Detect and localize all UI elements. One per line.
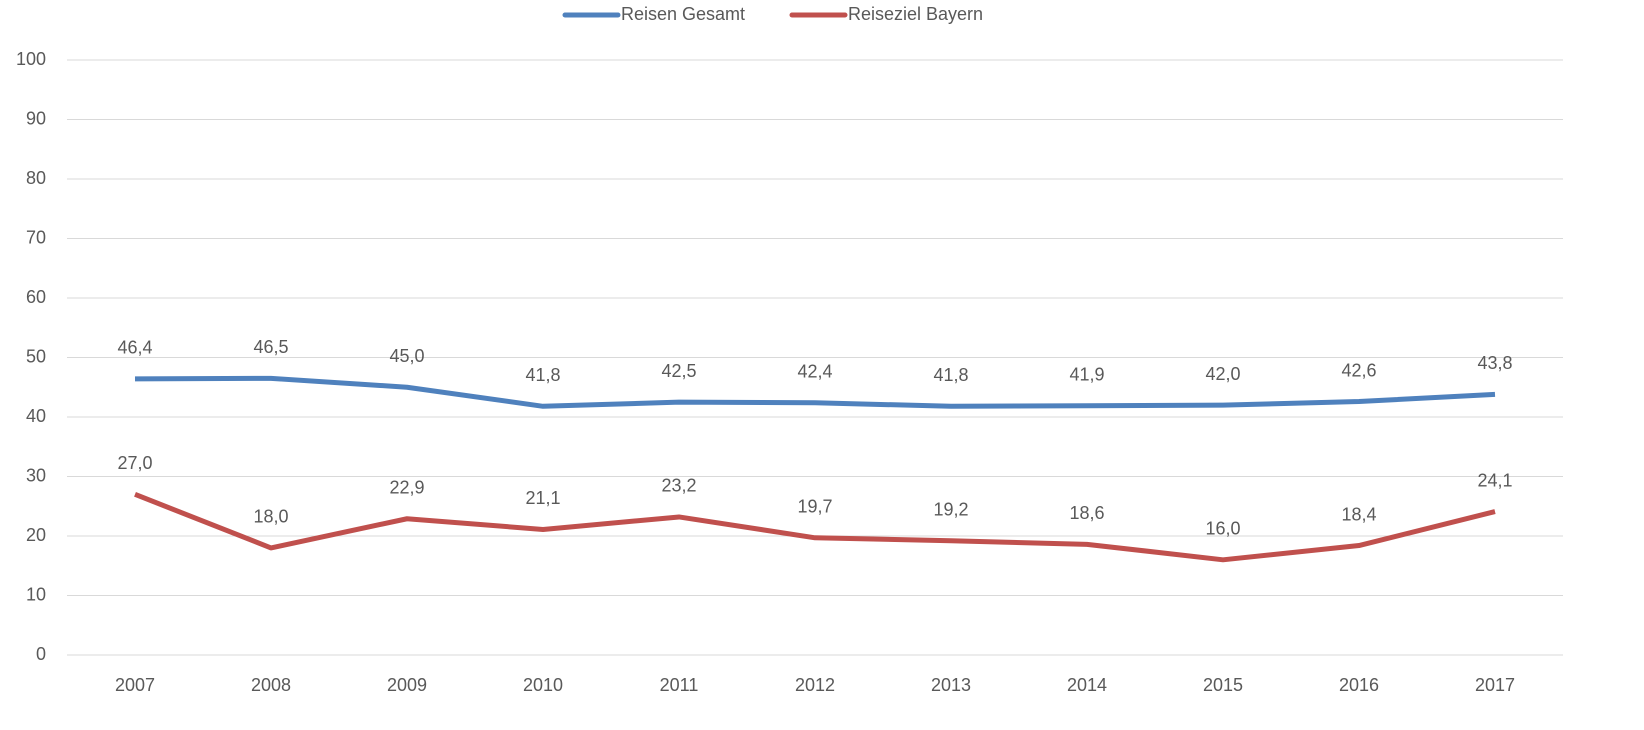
y-tick-label: 40: [26, 406, 46, 426]
y-tick-label: 0: [36, 644, 46, 664]
x-tick-label: 2017: [1475, 675, 1515, 695]
y-tick-label: 30: [26, 465, 46, 485]
data-label: 42,6: [1341, 360, 1376, 380]
y-tick-label: 50: [26, 346, 46, 366]
data-label: 16,0: [1205, 519, 1240, 539]
data-label: 24,1: [1477, 470, 1512, 490]
legend-label: Reiseziel Bayern: [848, 4, 983, 24]
y-tick-label: 70: [26, 227, 46, 247]
x-tick-label: 2012: [795, 675, 835, 695]
data-label: 21,1: [525, 488, 560, 508]
data-label: 46,4: [117, 338, 152, 358]
x-tick-label: 2011: [660, 675, 699, 695]
data-label: 42,0: [1205, 364, 1240, 384]
x-tick-label: 2008: [251, 675, 291, 695]
y-tick-label: 100: [16, 49, 46, 69]
data-label: 43,8: [1477, 353, 1512, 373]
x-tick-label: 2009: [387, 675, 427, 695]
y-tick-label: 80: [26, 168, 46, 188]
data-label: 42,5: [661, 361, 696, 381]
x-tick-label: 2016: [1339, 675, 1379, 695]
x-tick-label: 2014: [1067, 675, 1107, 695]
data-label: 19,7: [797, 497, 832, 517]
data-label: 23,2: [661, 476, 696, 496]
data-label: 18,4: [1341, 504, 1376, 524]
series-line: [134, 375, 1496, 409]
data-label: 27,0: [117, 453, 152, 473]
data-label: 45,0: [389, 346, 424, 366]
y-tick-label: 90: [26, 108, 46, 128]
x-tick-label: 2015: [1203, 675, 1243, 695]
y-tick-label: 20: [26, 525, 46, 545]
data-label: 41,8: [933, 365, 968, 385]
x-tick-label: 2010: [523, 675, 563, 695]
x-tick-label: 2007: [115, 675, 155, 695]
x-tick-label: 2013: [931, 675, 971, 695]
data-label: 46,5: [253, 337, 288, 357]
series-line: [134, 492, 1496, 563]
data-label: 41,8: [525, 365, 560, 385]
data-label: 22,9: [389, 477, 424, 497]
data-label: 41,9: [1069, 364, 1104, 384]
y-tick-label: 60: [26, 287, 46, 307]
data-label: 42,4: [797, 361, 832, 381]
data-label: 19,2: [933, 500, 968, 520]
y-tick-label: 10: [26, 584, 46, 604]
data-label: 18,6: [1069, 503, 1104, 523]
legend-label: Reisen Gesamt: [621, 4, 745, 24]
data-label: 18,0: [253, 507, 288, 527]
